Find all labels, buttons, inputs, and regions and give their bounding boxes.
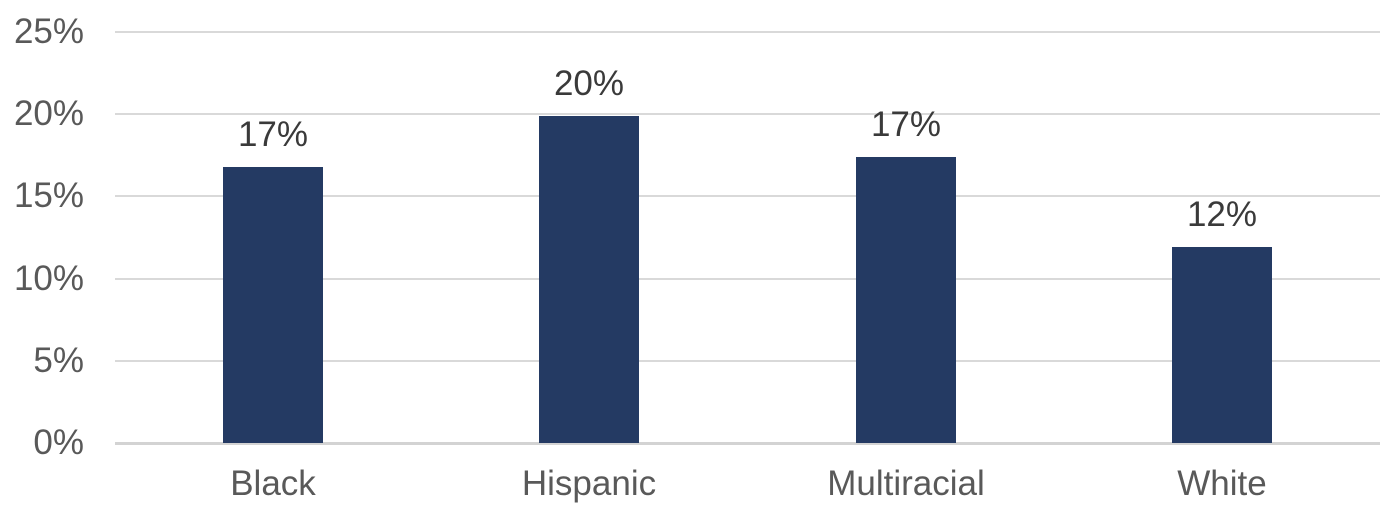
y-gridline bbox=[115, 195, 1380, 197]
category-label-white: White bbox=[1177, 464, 1267, 503]
y-gridline bbox=[115, 31, 1380, 33]
y-gridline bbox=[115, 113, 1380, 115]
y-gridline bbox=[115, 360, 1380, 362]
y-tick-label: 10% bbox=[13, 259, 84, 298]
bar-multiracial bbox=[856, 157, 956, 443]
y-tick-label: 15% bbox=[13, 176, 84, 215]
y-tick-label: 0% bbox=[33, 423, 84, 462]
data-label-black: 17% bbox=[237, 115, 309, 154]
bar-white bbox=[1172, 247, 1272, 443]
bar-black bbox=[223, 167, 323, 443]
y-tick-label: 20% bbox=[13, 94, 84, 133]
category-label-hispanic: Hispanic bbox=[521, 464, 657, 503]
y-tick-label: 25% bbox=[13, 12, 84, 51]
data-label-hispanic: 20% bbox=[553, 64, 625, 103]
x-axis-line bbox=[115, 442, 1380, 445]
y-gridline bbox=[115, 278, 1380, 280]
category-label-black: Black bbox=[230, 464, 316, 503]
category-label-multiracial: Multiracial bbox=[827, 464, 985, 503]
bar-hispanic bbox=[539, 116, 639, 443]
y-tick-label: 5% bbox=[33, 341, 84, 380]
data-label-white: 12% bbox=[1186, 195, 1258, 234]
data-label-multiracial: 17% bbox=[870, 105, 942, 144]
